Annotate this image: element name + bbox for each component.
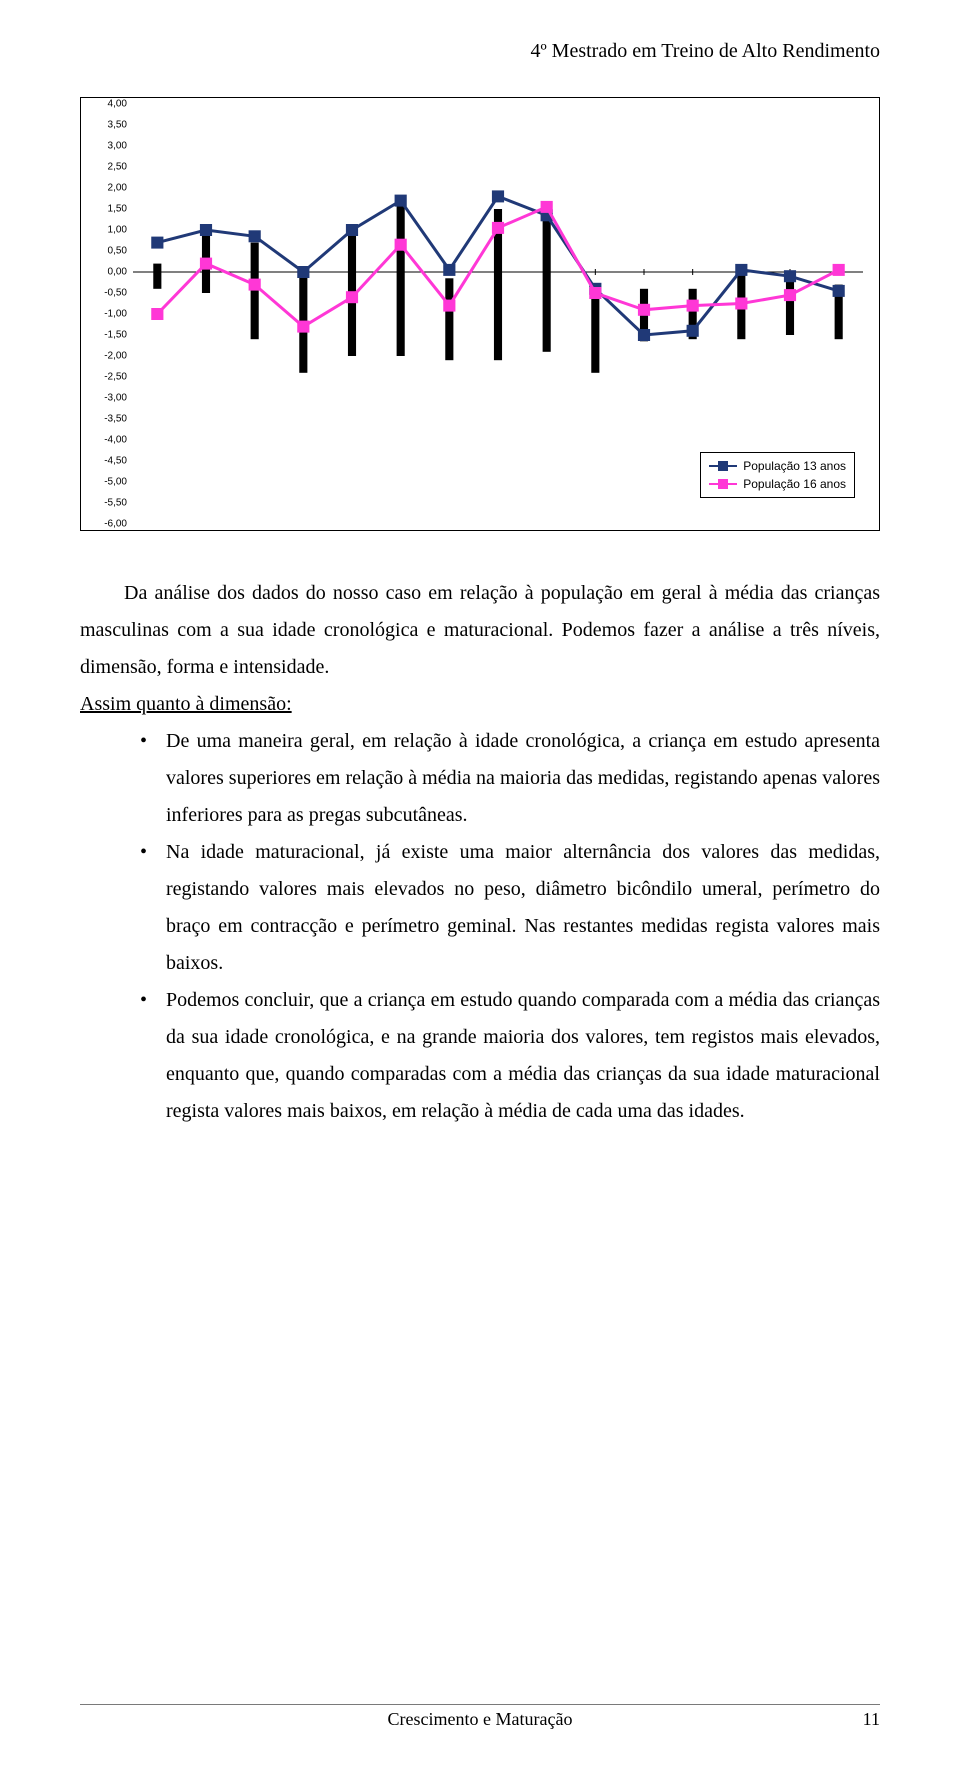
section-heading: Assim quanto à dimensão: — [80, 686, 880, 723]
chart-container: 4,00 3,50 3,00 2,50 2,00 1,50 1,00 0,50 0,00 -0,5… — [80, 97, 880, 531]
legend-swatch-icon — [709, 479, 737, 489]
body-text: Da análise dos dados do nosso caso em re… — [80, 575, 880, 1130]
legend-label: População 16 anos — [743, 477, 846, 491]
legend-row-magenta: População 16 anos — [709, 477, 846, 491]
page-footer: Crescimento e Maturação 11 — [80, 1704, 880, 1730]
y-axis-tick-label: -5,50 — [104, 498, 127, 509]
y-axis-tick-label: -5,00 — [104, 477, 127, 488]
y-axis-tick-label: -3,50 — [104, 414, 127, 425]
running-head: 4º Mestrado em Treino de Alto Rendimento — [80, 40, 880, 63]
page-number: 11 — [863, 1709, 880, 1730]
list-item: Na idade maturacional, já existe uma mai… — [140, 834, 880, 982]
y-axis-tick-label: -3,00 — [104, 393, 127, 404]
chart-legend: População 13 anos População 16 anos — [700, 452, 855, 498]
y-axis-labels: 4,003,503,002,502,001,501,000,500,00-0,5… — [87, 104, 129, 524]
y-axis-tick-label: -0,50 — [104, 288, 127, 299]
y-axis-tick-label: -2,00 — [104, 351, 127, 362]
legend-swatch-icon — [709, 461, 737, 471]
list-item: Podemos concluir, que a criança em estud… — [140, 982, 880, 1130]
y-axis-tick-label: 2,00 — [108, 183, 127, 194]
legend-row-navy: População 13 anos — [709, 459, 846, 473]
y-axis-tick-label: 1,50 — [108, 204, 127, 215]
y-axis-tick-label: -6,00 — [104, 519, 127, 530]
footer-title: Crescimento e Maturação — [388, 1709, 573, 1729]
y-axis-tick-label: 2,50 — [108, 162, 127, 173]
y-axis-tick-label: 0,00 — [108, 267, 127, 278]
list-item: De uma maneira geral, em relação à idade… — [140, 723, 880, 834]
y-axis-tick-label: 0,50 — [108, 246, 127, 257]
y-axis-tick-label: 4,00 — [108, 99, 127, 110]
bullet-list: De uma maneira geral, em relação à idade… — [140, 723, 880, 1130]
y-axis-tick-label: -1,50 — [104, 330, 127, 341]
paragraph: Da análise dos dados do nosso caso em re… — [80, 575, 880, 686]
y-axis-tick-label: -1,00 — [104, 309, 127, 320]
legend-label: População 13 anos — [743, 459, 846, 473]
y-axis-tick-label: 3,50 — [108, 120, 127, 131]
y-axis-tick-label: -4,50 — [104, 456, 127, 467]
y-axis-tick-label: -2,50 — [104, 372, 127, 383]
y-axis-tick-label: 3,00 — [108, 141, 127, 152]
y-axis-tick-label: -4,00 — [104, 435, 127, 446]
y-axis-tick-label: 1,00 — [108, 225, 127, 236]
